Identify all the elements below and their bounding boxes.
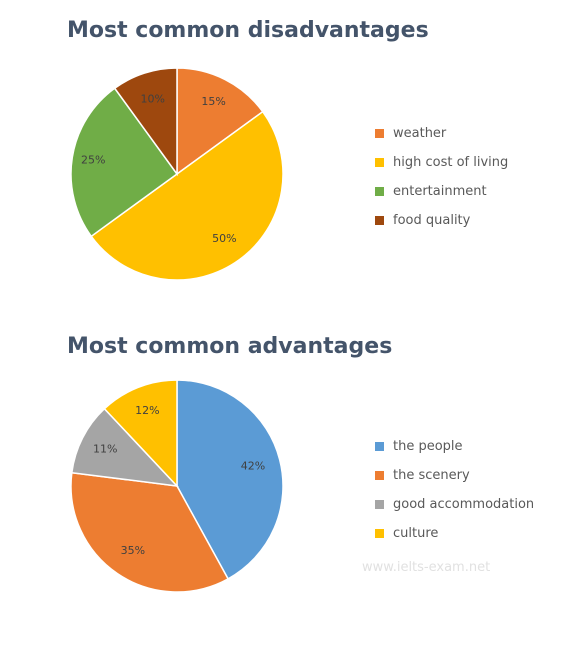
legend-swatch: [375, 442, 384, 451]
legend-label: the scenery: [393, 468, 470, 483]
pie-slice-good-accommodation: [71, 407, 179, 488]
pie-slice-high-cost-of-living: [90, 110, 284, 281]
disadvantages-pie: 15% 50% 25% 10%: [70, 67, 284, 281]
slice-data-label: 12%: [135, 404, 159, 417]
pie-slice-the-scenery: [70, 471, 230, 593]
legend-item: high cost of living: [375, 148, 508, 177]
legend-label: weather: [393, 126, 447, 141]
legend-item: weather: [375, 119, 508, 148]
slice-data-label: 50%: [212, 232, 236, 245]
watermark-text: www.ielts-exam.net: [362, 560, 491, 575]
legend-item: the scenery: [375, 461, 534, 490]
pie-slice-weather: [176, 67, 264, 176]
slice-data-label: 11%: [93, 442, 117, 455]
legend-item: the people: [375, 432, 534, 461]
pie-slice-culture: [103, 379, 178, 488]
legend-item: food quality: [375, 206, 508, 235]
slice-data-label: 25%: [81, 154, 105, 167]
legend-label: good accommodation: [393, 497, 535, 512]
legend-label: food quality: [393, 213, 471, 228]
legend-item: culture: [375, 519, 534, 548]
slice-data-label: 35%: [121, 544, 145, 557]
chart-title: Most common disadvantages: [67, 18, 429, 43]
pie-slice-the-people: [176, 379, 284, 580]
pie-slice-entertainment: [70, 87, 179, 238]
legend-swatch: [375, 529, 384, 538]
legend-label: the people: [393, 439, 463, 454]
legend-label: high cost of living: [393, 155, 509, 170]
legend-swatch: [375, 158, 384, 167]
legend-label: entertainment: [393, 184, 487, 199]
advantages-chart: Most common advantages 42% 35% 11% 12% the …: [0, 318, 567, 618]
advantages-pie: 42% 35% 11% 12%: [70, 379, 284, 593]
pie-slice-food-quality: [113, 67, 178, 177]
legend-label: culture: [393, 526, 439, 541]
legend-swatch: [375, 471, 384, 480]
legend-swatch: [375, 187, 384, 196]
legend-swatch: [375, 129, 384, 138]
legend-item: good accommodation: [375, 490, 534, 519]
slice-data-label: 15%: [201, 95, 225, 108]
advantages-legend: the people the scenery good accommodation c…: [375, 432, 534, 548]
slice-data-label: 42%: [241, 459, 265, 472]
legend-item: entertainment: [375, 177, 508, 206]
legend-swatch: [375, 500, 384, 509]
slice-data-label: 10%: [141, 92, 165, 105]
disadvantages-chart: Most common disadvantages 15% 50% 25% 10% w…: [0, 0, 567, 300]
chart-title: Most common advantages: [67, 334, 393, 359]
disadvantages-legend: weather high cost of living entertainment f…: [375, 119, 508, 235]
legend-swatch: [375, 216, 384, 225]
